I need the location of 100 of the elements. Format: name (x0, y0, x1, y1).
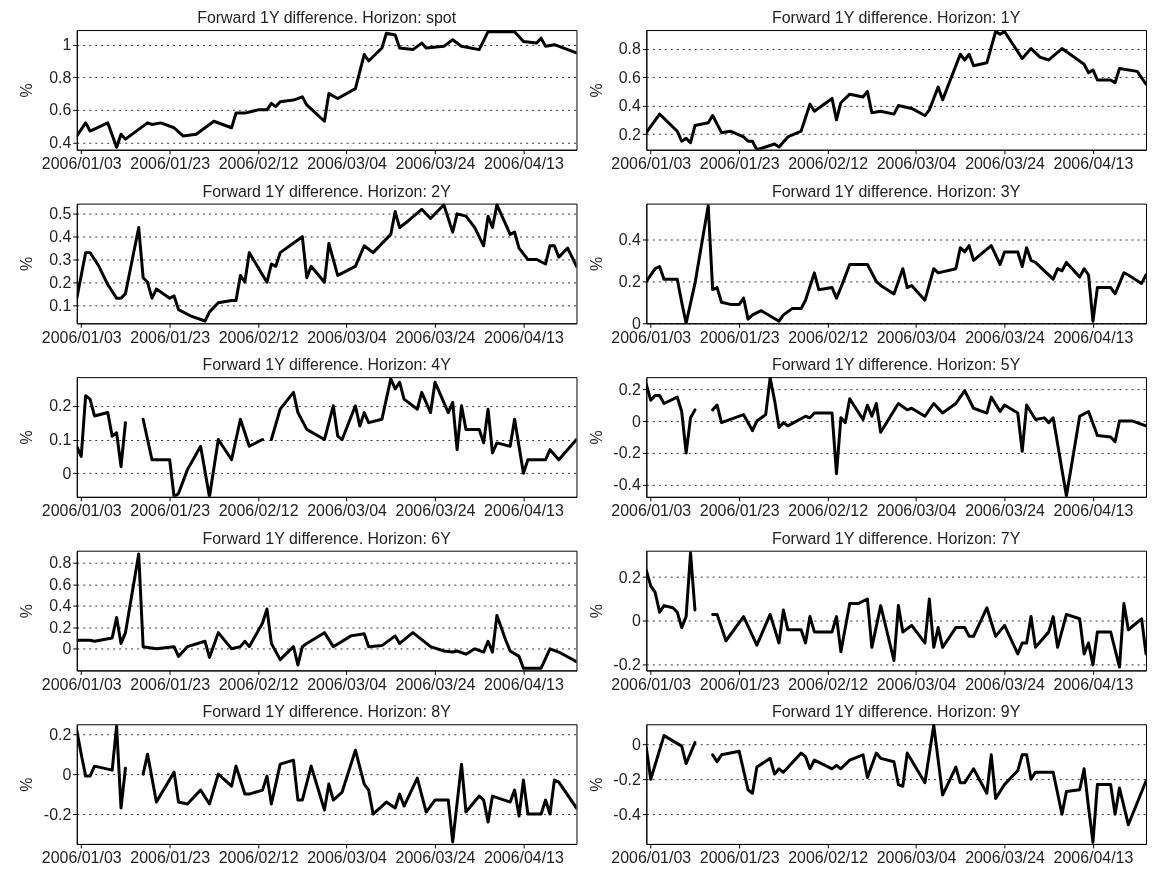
x-tick-label: 2006/03/24 (395, 155, 476, 173)
x-tick-label: 2006/03/24 (965, 849, 1046, 867)
y-tick-label: 0.2 (618, 380, 641, 398)
x-tick-label: 2006/02/12 (788, 849, 869, 867)
x-tick-label: 2006/04/13 (484, 849, 564, 867)
chart-title: Forward 1Y difference. Horizon: 6Y (202, 529, 452, 547)
y-tick-label: 0.2 (618, 568, 641, 586)
y-axis-title: % (18, 430, 36, 445)
x-tick-label: 2006/03/24 (395, 675, 476, 693)
chart-title: Forward 1Y difference. Horizon: 9Y (772, 703, 1021, 721)
y-tick-label: -0.2 (613, 770, 641, 788)
y-tick-label: 0.8 (618, 40, 641, 58)
x-tick-label: 2006/02/12 (218, 328, 299, 346)
x-tick-label: 2006/04/13 (484, 502, 564, 520)
x-tick-label: 2006/01/23 (130, 328, 211, 346)
x-tick-label: 2006/01/03 (41, 675, 122, 693)
y-axis-title: % (587, 256, 605, 272)
chart-title: Forward 1Y difference. Horizon: 8Y (202, 703, 452, 721)
y-tick-label: 0.1 (49, 296, 72, 314)
chart-title: Forward 1Y difference. Horizon: 2Y (202, 182, 452, 200)
x-tick-label: 2006/01/23 (699, 502, 780, 520)
chart-title: Forward 1Y difference. Horizon: 4Y (202, 356, 452, 374)
y-tick-label: 0 (62, 640, 72, 658)
y-axis-title: % (18, 83, 36, 98)
chart-title: Forward 1Y difference. Horizon: spot (197, 9, 457, 27)
x-tick-label: 2006/04/13 (1053, 328, 1134, 346)
x-tick-label: 2006/04/13 (1053, 155, 1134, 173)
y-tick-label: 0 (631, 735, 641, 753)
x-tick-label: 2006/03/24 (965, 502, 1046, 520)
chart-title: Forward 1Y difference. Horizon: 3Y (772, 182, 1021, 200)
y-axis-title: % (18, 603, 36, 619)
y-tick-label: 0.4 (49, 228, 72, 246)
x-tick-label: 2006/03/24 (965, 328, 1046, 346)
x-tick-label: 2006/03/04 (876, 849, 957, 867)
x-tick-label: 2006/02/12 (788, 675, 869, 693)
y-tick-label: 0.3 (49, 250, 72, 268)
x-tick-label: 2006/02/12 (788, 155, 869, 173)
x-tick-label: 2006/01/23 (130, 502, 211, 520)
y-tick-label: 0.2 (618, 125, 641, 143)
y-tick-label: 0.2 (49, 618, 72, 636)
x-tick-label: 2006/03/04 (876, 675, 957, 693)
x-tick-label: 2006/01/03 (611, 155, 692, 173)
x-tick-label: 2006/04/13 (1053, 502, 1134, 520)
y-tick-label: 0.4 (618, 97, 641, 115)
y-tick-label: 0.1 (49, 431, 72, 449)
x-tick-label: 2006/01/23 (699, 328, 780, 346)
x-tick-label: 2006/03/24 (395, 849, 476, 867)
x-tick-label: 2006/01/23 (699, 849, 780, 867)
x-tick-label: 2006/01/23 (130, 155, 211, 173)
x-tick-label: 2006/01/03 (41, 502, 122, 520)
x-tick-label: 2006/03/24 (395, 502, 476, 520)
x-tick-label: 2006/02/12 (788, 502, 869, 520)
y-axis-title: % (587, 83, 605, 98)
x-tick-label: 2006/03/04 (307, 502, 388, 520)
x-tick-label: 2006/01/23 (699, 675, 780, 693)
x-tick-label: 2006/01/23 (699, 155, 780, 173)
x-tick-label: 2006/02/12 (788, 328, 869, 346)
y-axis-title: % (587, 430, 605, 445)
chart-title: Forward 1Y difference. Horizon: 5Y (772, 356, 1021, 374)
x-tick-label: 2006/01/03 (41, 155, 122, 173)
x-tick-label: 2006/02/12 (218, 502, 299, 520)
y-tick-label: -0.2 (613, 444, 641, 462)
x-tick-label: 2006/03/04 (307, 328, 388, 346)
y-tick-label: 0.2 (49, 273, 72, 291)
x-tick-label: 2006/03/24 (965, 155, 1046, 173)
y-axis-title: % (587, 777, 605, 792)
x-tick-label: 2006/01/03 (611, 675, 692, 693)
y-axis-title: % (587, 603, 605, 619)
x-tick-label: 2006/04/13 (484, 328, 564, 346)
y-tick-label: 0.4 (618, 230, 641, 248)
y-tick-label: 0.6 (618, 68, 641, 86)
y-tick-label: 0.4 (49, 597, 72, 615)
y-tick-label: 0 (62, 765, 72, 783)
y-tick-label: 0.5 (49, 205, 72, 223)
x-tick-label: 2006/04/13 (1053, 675, 1134, 693)
x-tick-label: 2006/03/04 (307, 849, 388, 867)
y-tick-label: 0.8 (49, 554, 72, 572)
y-tick-label: 0.2 (49, 397, 72, 415)
line-series (76, 203, 577, 323)
y-tick-label: 0.4 (49, 133, 72, 151)
y-tick-label: 1 (62, 36, 72, 54)
y-tick-label: 0.6 (49, 101, 72, 119)
x-tick-label: 2006/03/24 (395, 328, 476, 346)
x-tick-label: 2006/04/13 (484, 675, 564, 693)
line-series (76, 30, 577, 149)
y-tick-label: 0 (631, 412, 641, 430)
x-tick-label: 2006/03/04 (876, 328, 957, 346)
y-tick-label: 0 (631, 612, 641, 630)
x-tick-label: 2006/01/03 (41, 328, 122, 346)
x-tick-label: 2006/03/04 (876, 502, 957, 520)
y-tick-label: 0.2 (618, 272, 641, 290)
x-tick-label: 2006/02/12 (218, 155, 299, 173)
x-tick-label: 2006/01/03 (41, 849, 122, 867)
y-tick-label: 0.8 (49, 68, 72, 86)
line-series (76, 552, 577, 670)
x-tick-label: 2006/01/03 (611, 502, 692, 520)
y-tick-label: 0.2 (49, 725, 72, 743)
x-tick-label: 2006/03/24 (965, 675, 1046, 693)
y-tick-label: 0.6 (49, 575, 72, 593)
y-tick-label: 0 (62, 464, 72, 482)
